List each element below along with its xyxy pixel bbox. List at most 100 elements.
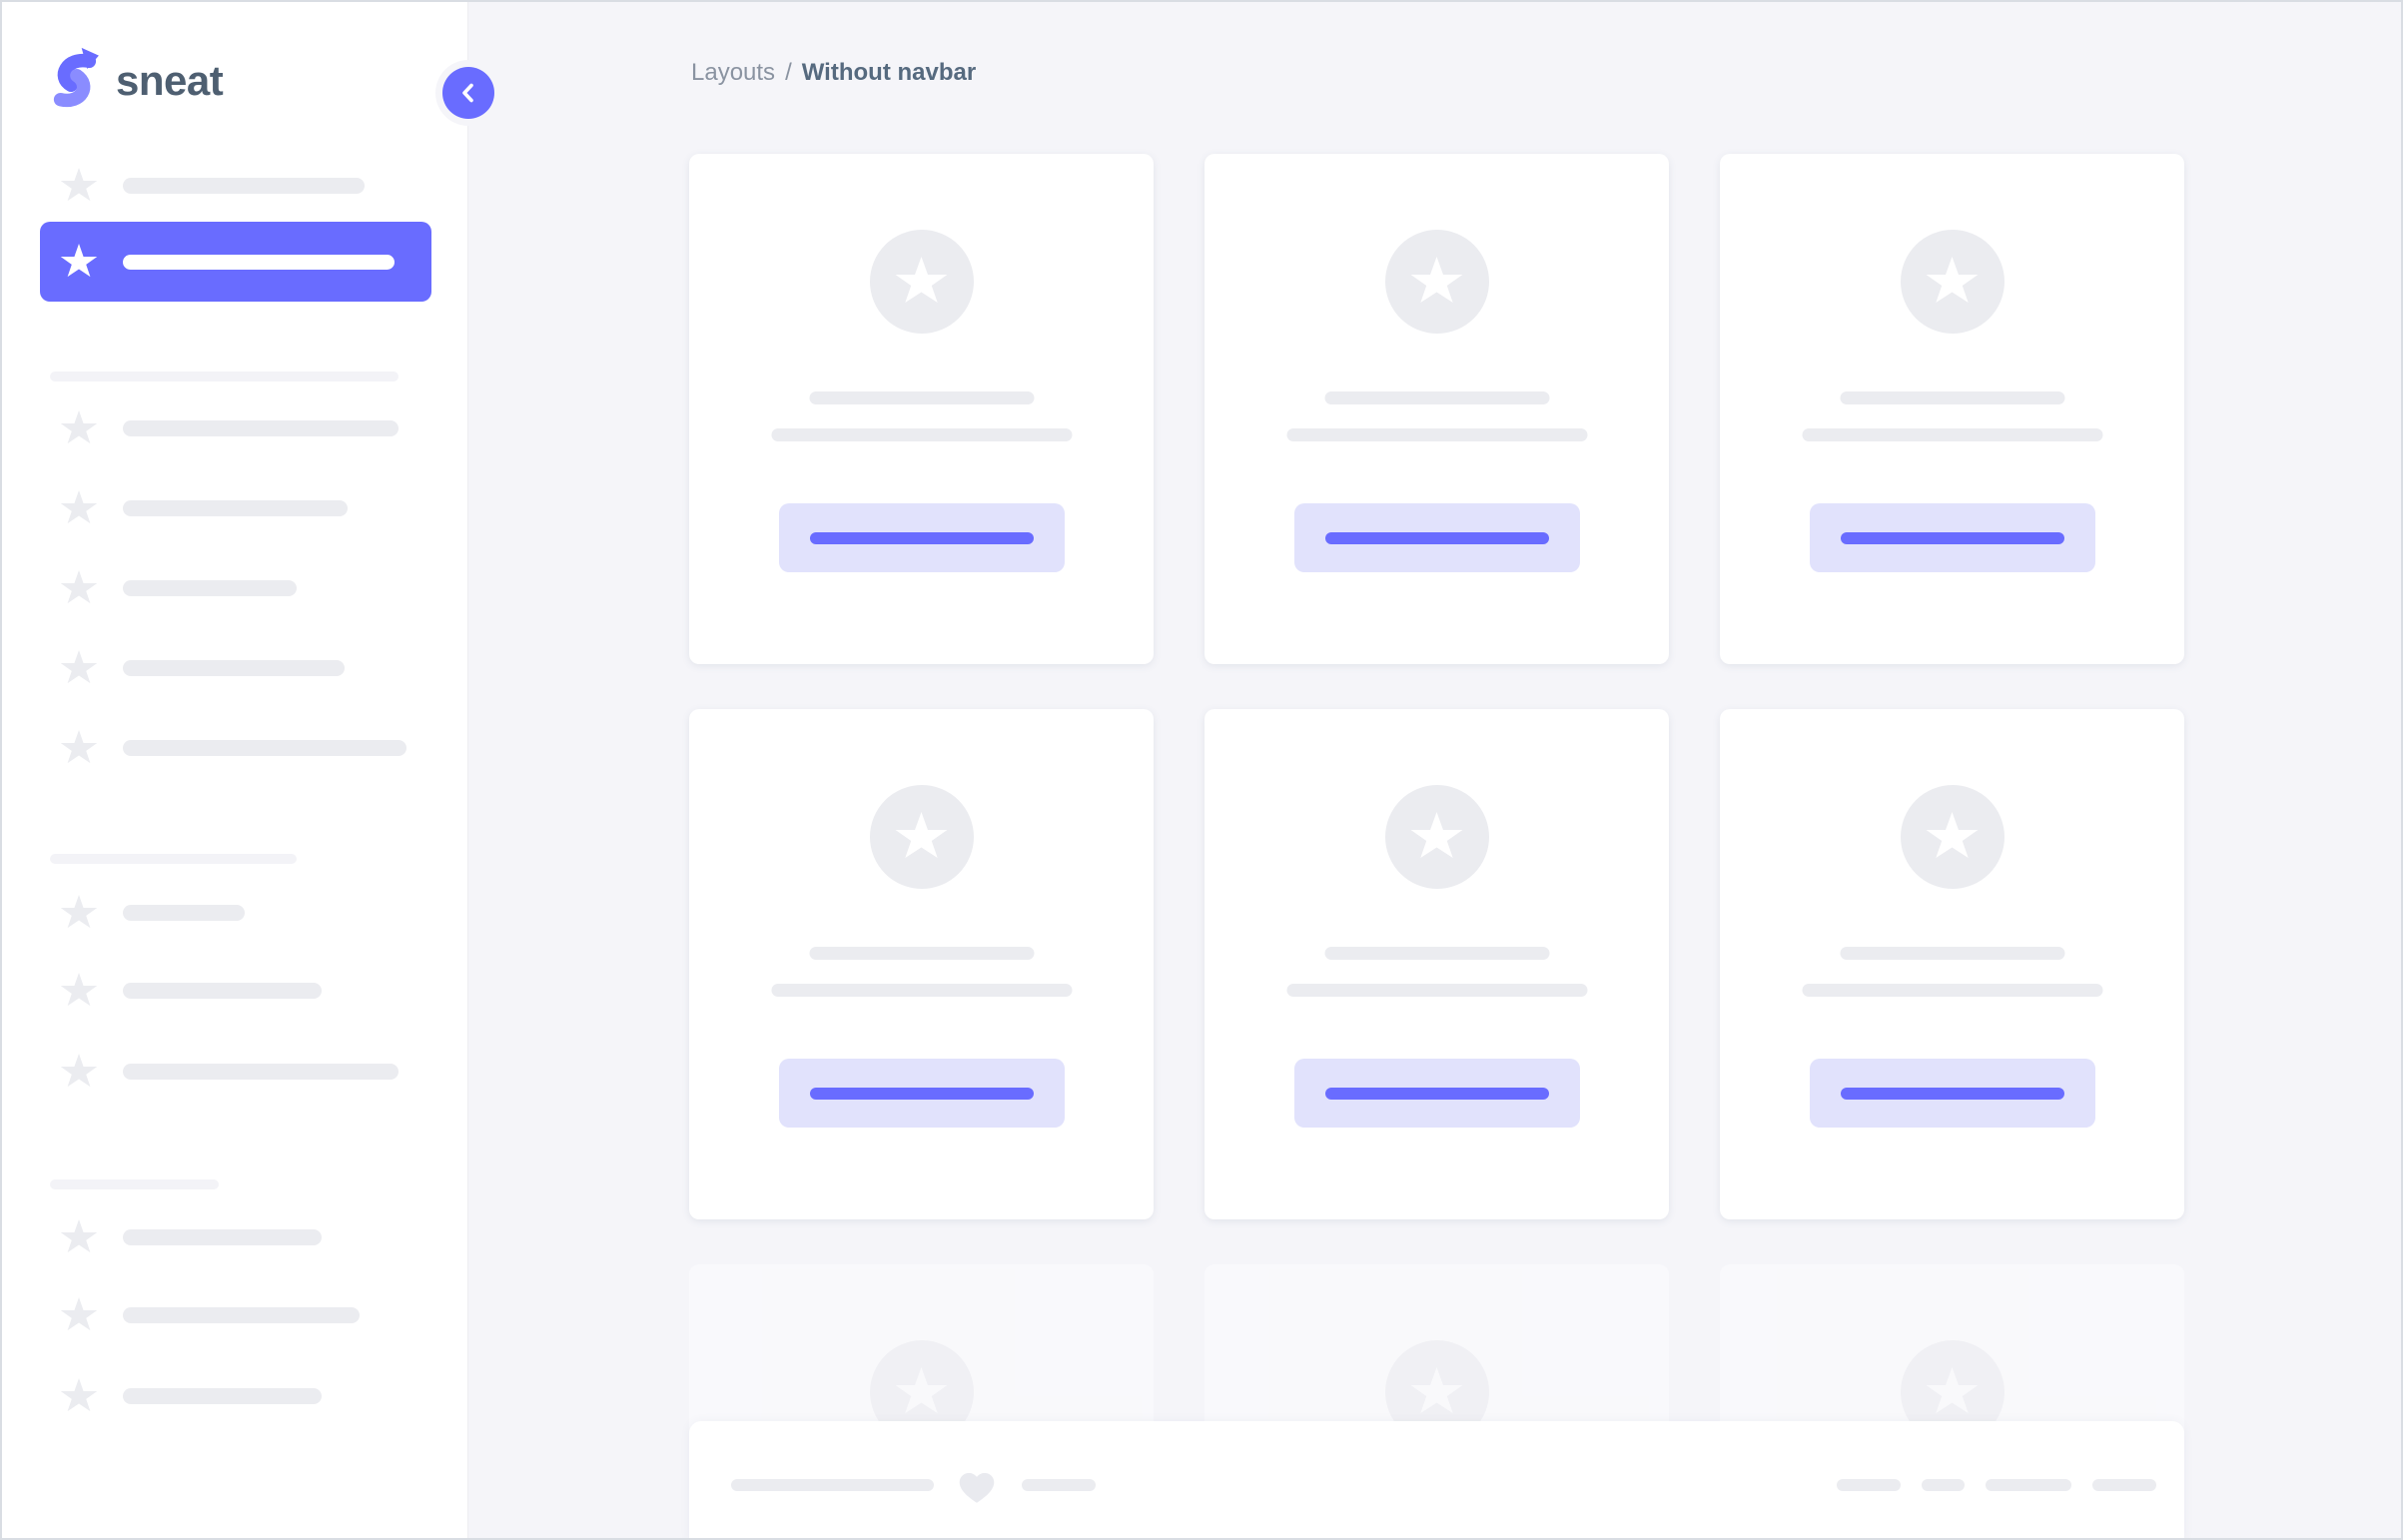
skeleton-text-bar xyxy=(123,660,345,676)
star-icon xyxy=(60,1054,98,1088)
footer-right-group xyxy=(1837,1465,2156,1505)
sidebar-section-divider xyxy=(50,1179,219,1189)
skeleton-line xyxy=(771,428,1072,441)
sidebar-item[interactable] xyxy=(40,648,431,688)
skeleton-text-bar xyxy=(123,983,322,999)
skeleton-text-bar xyxy=(123,740,406,756)
placeholder-card xyxy=(1720,709,2184,1219)
skeleton-button-label xyxy=(1324,1088,1549,1100)
skeleton-line xyxy=(1286,984,1587,997)
star-icon xyxy=(60,650,98,684)
star-icon xyxy=(895,1367,948,1413)
skeleton-text-bar xyxy=(123,1307,360,1323)
skeleton-text-bar xyxy=(123,1388,322,1404)
star-icon xyxy=(1410,1367,1463,1413)
breadcrumb: Layouts / Without navbar xyxy=(691,58,976,88)
skeleton-text-bar xyxy=(123,500,348,516)
star-icon xyxy=(60,570,98,604)
skeleton-footer-bar xyxy=(1837,1479,1901,1491)
sidebar-item[interactable] xyxy=(40,166,431,206)
star-icon xyxy=(895,812,948,858)
star-icon xyxy=(1926,1367,1979,1413)
sidebar-section-divider xyxy=(50,372,399,382)
skeleton-line xyxy=(1840,947,2064,960)
skeleton-line xyxy=(1324,391,1549,404)
skeleton-line xyxy=(809,391,1034,404)
skeleton-text-bar xyxy=(123,420,399,436)
star-avatar xyxy=(1900,230,2004,334)
sidebar-item[interactable] xyxy=(40,1295,431,1335)
sidebar-item-active[interactable] xyxy=(40,222,431,302)
sidebar-item[interactable] xyxy=(40,893,431,933)
sidebar-item[interactable] xyxy=(40,488,431,528)
card-button-skeleton[interactable] xyxy=(778,1059,1065,1128)
skeleton-line xyxy=(771,984,1072,997)
star-icon xyxy=(60,895,98,929)
star-icon xyxy=(1926,257,1979,303)
star-icon xyxy=(895,257,948,303)
chevron-left-icon xyxy=(462,83,473,103)
card-button-skeleton[interactable] xyxy=(1809,503,2095,572)
sidebar-item[interactable] xyxy=(40,1052,431,1092)
placeholder-card xyxy=(689,154,1154,664)
sidebar-collapse-button[interactable] xyxy=(442,67,494,119)
card-button-skeleton[interactable] xyxy=(1809,1059,2095,1128)
star-avatar xyxy=(1384,785,1489,889)
placeholder-card xyxy=(1720,154,2184,664)
sidebar-item[interactable] xyxy=(40,728,431,768)
sidebar-section-divider xyxy=(50,854,297,864)
skeleton-footer-bar xyxy=(1022,1479,1096,1491)
card-button-skeleton[interactable] xyxy=(778,503,1065,572)
skeleton-line xyxy=(1802,428,2102,441)
skeleton-line xyxy=(1802,984,2102,997)
skeleton-text-bar xyxy=(123,1229,322,1245)
breadcrumb-section[interactable]: Layouts xyxy=(691,59,776,86)
star-avatar xyxy=(1384,230,1489,334)
sidebar-item[interactable] xyxy=(40,1217,431,1257)
star-icon xyxy=(60,244,98,278)
placeholder-card xyxy=(1204,709,1669,1219)
sneat-logo-icon xyxy=(53,47,99,108)
star-avatar xyxy=(869,785,974,889)
skeleton-line xyxy=(1324,947,1549,960)
footer xyxy=(689,1421,2184,1538)
skeleton-footer-bar xyxy=(1922,1479,1965,1491)
skeleton-text-bar xyxy=(123,580,297,596)
star-avatar xyxy=(1900,785,2004,889)
placeholder-card xyxy=(689,709,1154,1219)
card-button-skeleton[interactable] xyxy=(1293,1059,1580,1128)
card-grid xyxy=(689,154,2184,1538)
breadcrumb-current: Without navbar xyxy=(801,59,977,86)
star-icon xyxy=(1926,812,1979,858)
skeleton-line xyxy=(1286,428,1587,441)
skeleton-text-bar xyxy=(123,178,365,194)
sidebar-item[interactable] xyxy=(40,408,431,448)
skeleton-footer-bar xyxy=(1986,1479,2071,1491)
skeleton-button-label xyxy=(1324,532,1549,544)
skeleton-button-label xyxy=(809,1088,1034,1100)
skeleton-line xyxy=(809,947,1034,960)
skeleton-button-label xyxy=(1840,532,2064,544)
star-icon xyxy=(60,490,98,524)
skeleton-text-bar xyxy=(123,254,395,270)
footer-left-group xyxy=(731,1465,1096,1505)
heart-icon-wrap xyxy=(956,1466,998,1504)
brand: sneat xyxy=(49,46,224,115)
skeleton-text-bar xyxy=(123,905,245,921)
heart-icon xyxy=(959,1472,995,1503)
app-name: sneat xyxy=(116,56,224,104)
sidebar-item[interactable] xyxy=(40,1376,431,1416)
sidebar-item[interactable] xyxy=(40,568,431,608)
star-icon xyxy=(1410,257,1463,303)
sidebar-item[interactable] xyxy=(40,971,431,1011)
sidebar: sneat xyxy=(2,2,467,1538)
star-icon xyxy=(60,973,98,1007)
placeholder-card xyxy=(1204,154,1669,664)
star-icon xyxy=(1410,812,1463,858)
skeleton-footer-bar xyxy=(2092,1479,2156,1491)
skeleton-button-label xyxy=(809,532,1034,544)
skeleton-line xyxy=(1840,391,2064,404)
star-icon xyxy=(60,1219,98,1253)
card-button-skeleton[interactable] xyxy=(1293,503,1580,572)
